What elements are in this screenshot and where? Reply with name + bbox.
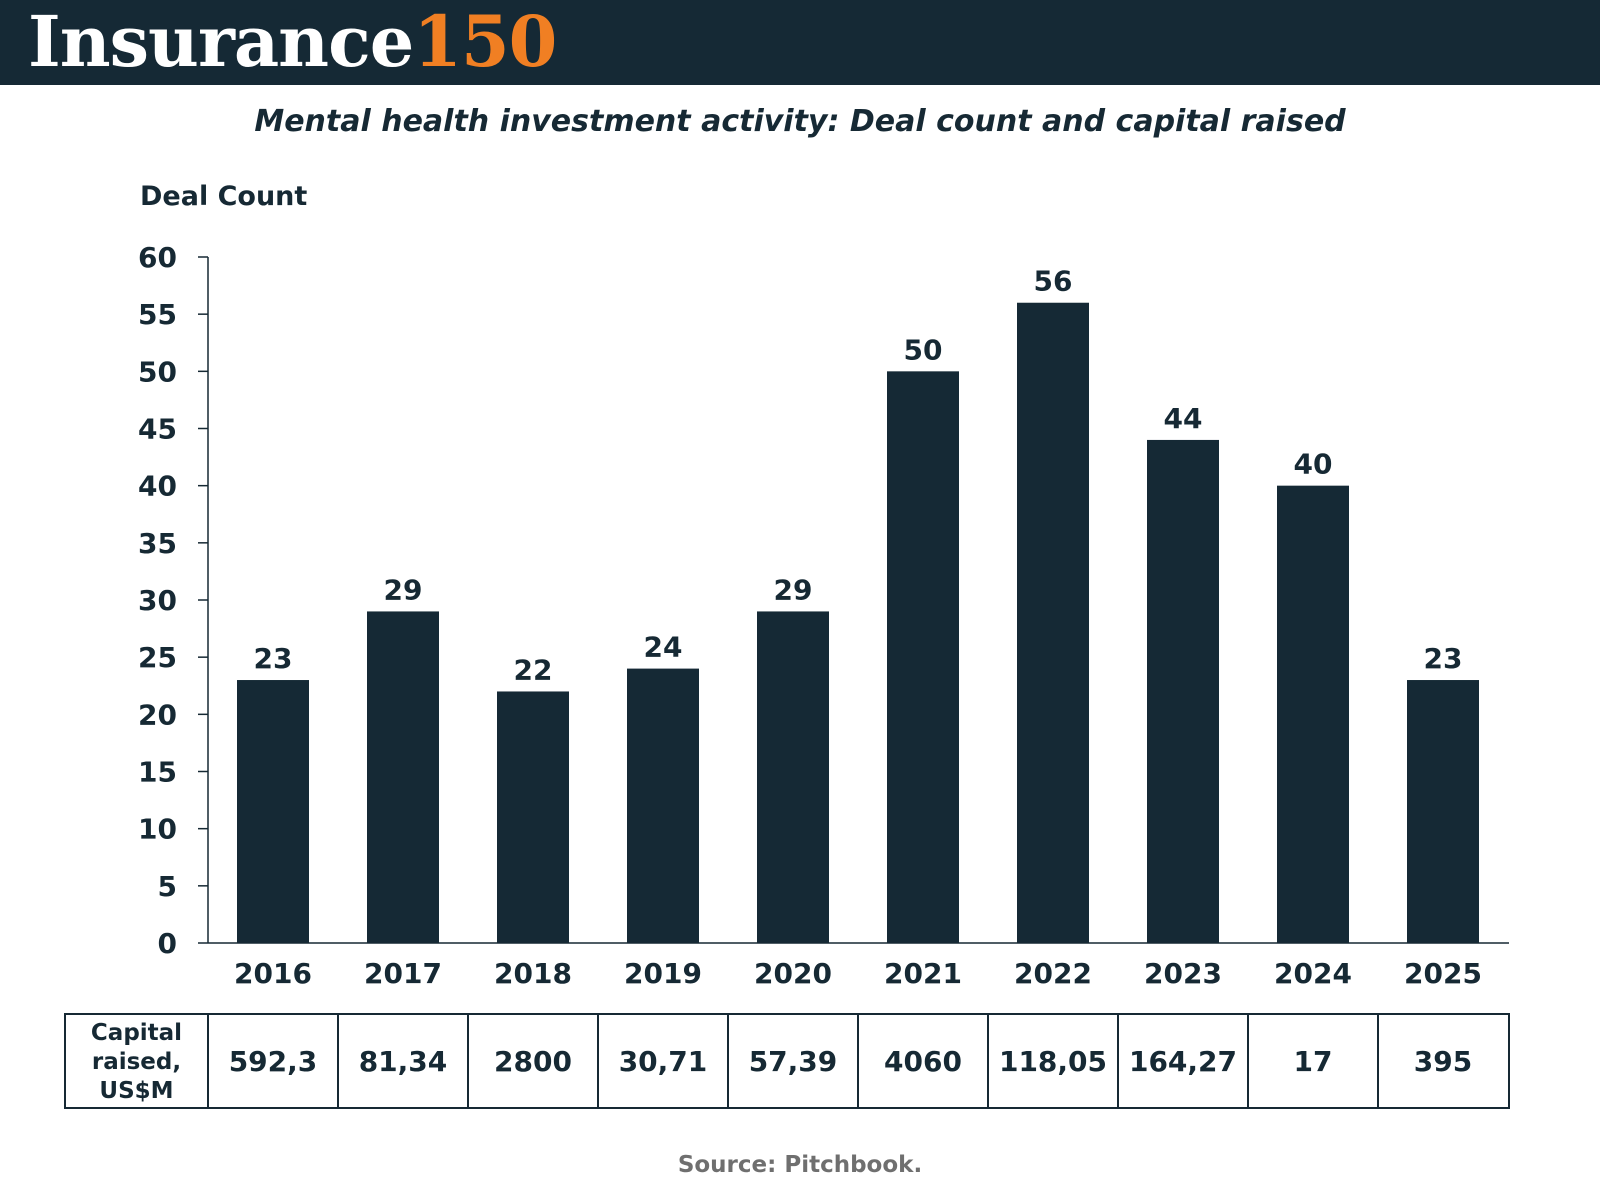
bar-2025 bbox=[1407, 680, 1479, 943]
y-tick-label: 40 bbox=[138, 470, 177, 503]
x-tick-label: 2022 bbox=[1014, 957, 1092, 990]
y-tick-label: 15 bbox=[138, 756, 177, 789]
bar-2021 bbox=[887, 371, 959, 943]
x-tick-label: 2016 bbox=[234, 957, 312, 990]
data-labels: 23 29 22 24 29 50 56 44 40 23 bbox=[254, 265, 1463, 687]
y-axis-label: Deal Count bbox=[140, 181, 307, 212]
table-cell: 118,05 bbox=[999, 1045, 1107, 1078]
y-tick-label: 45 bbox=[138, 413, 177, 446]
bar-value-label: 44 bbox=[1164, 402, 1203, 435]
bar-2020 bbox=[757, 611, 829, 943]
x-tick-label: 2019 bbox=[624, 957, 702, 990]
table-row-label: US$M bbox=[99, 1078, 173, 1104]
source-note: Source: Pitchbook. bbox=[677, 1152, 923, 1178]
table-cell: 17 bbox=[1294, 1045, 1333, 1078]
y-axis: 0 5 10 15 20 25 30 35 40 45 50 55 60 bbox=[138, 241, 209, 960]
table-cell: 2800 bbox=[494, 1045, 572, 1078]
bar-value-label: 40 bbox=[1294, 448, 1333, 481]
bar-2022 bbox=[1017, 302, 1089, 943]
bars bbox=[237, 302, 1479, 943]
y-tick-label: 35 bbox=[138, 527, 177, 560]
logo-number: 150 bbox=[413, 0, 557, 83]
table-border bbox=[64, 1013, 1510, 1109]
y-tick-label: 20 bbox=[138, 698, 177, 731]
table-cell: 164,27 bbox=[1129, 1045, 1237, 1078]
x-tick-label: 2024 bbox=[1274, 957, 1352, 990]
header-bar: Insurance150 bbox=[0, 0, 1600, 85]
logo-word: Insurance bbox=[28, 0, 414, 83]
table-cell: 30,71 bbox=[619, 1045, 708, 1078]
y-tick-label: 10 bbox=[138, 813, 177, 846]
bar-value-label: 24 bbox=[644, 631, 683, 664]
x-tick-label: 2020 bbox=[754, 957, 832, 990]
capital-raised-table: Capital raised, US$M 592,3 81,34 2800 30,71 57,… bbox=[64, 1013, 1510, 1109]
bar-value-label: 23 bbox=[254, 642, 293, 675]
x-tick-label: 2018 bbox=[494, 957, 572, 990]
y-tick-label: 5 bbox=[158, 870, 177, 903]
bar-2016 bbox=[237, 680, 309, 943]
table-cell: 592,3 bbox=[229, 1045, 318, 1078]
y-tick-label: 60 bbox=[138, 241, 177, 274]
bar-2024 bbox=[1277, 485, 1349, 943]
y-tick-label: 55 bbox=[138, 298, 177, 331]
bar-2018 bbox=[497, 691, 569, 943]
y-tick-label: 25 bbox=[138, 641, 177, 674]
bar-value-label: 22 bbox=[514, 653, 553, 686]
bar-value-label: 50 bbox=[904, 333, 943, 366]
y-tick-label: 0 bbox=[158, 927, 177, 960]
x-tick-label: 2017 bbox=[364, 957, 442, 990]
bar-2023 bbox=[1147, 439, 1219, 943]
bar-value-label: 29 bbox=[774, 573, 813, 606]
table-cell: 81,34 bbox=[359, 1045, 448, 1078]
table-row-label: Capital bbox=[91, 1020, 182, 1046]
chart-title: Mental health investment activity: Deal … bbox=[254, 104, 1346, 139]
bar-2017 bbox=[367, 611, 439, 943]
bar-2019 bbox=[627, 668, 699, 943]
x-tick-label: 2021 bbox=[884, 957, 962, 990]
x-tick-label: 2023 bbox=[1144, 957, 1222, 990]
bar-value-label: 56 bbox=[1034, 265, 1073, 298]
insurance150-logo: Insurance150 bbox=[28, 0, 557, 83]
y-tick-label: 30 bbox=[138, 584, 177, 617]
y-tick-label: 50 bbox=[138, 355, 177, 388]
x-tick-label: 2025 bbox=[1404, 957, 1482, 990]
x-axis: 2016 2017 2018 2019 2020 2021 2022 2023 2024 2025 bbox=[208, 942, 1509, 990]
table-cell: 395 bbox=[1414, 1045, 1472, 1078]
table-cell: 57,39 bbox=[749, 1045, 838, 1078]
bar-value-label: 23 bbox=[1424, 642, 1463, 675]
table-cell: 4060 bbox=[884, 1045, 962, 1078]
bar-value-label: 29 bbox=[384, 573, 423, 606]
table-row-label: raised, bbox=[92, 1049, 181, 1075]
